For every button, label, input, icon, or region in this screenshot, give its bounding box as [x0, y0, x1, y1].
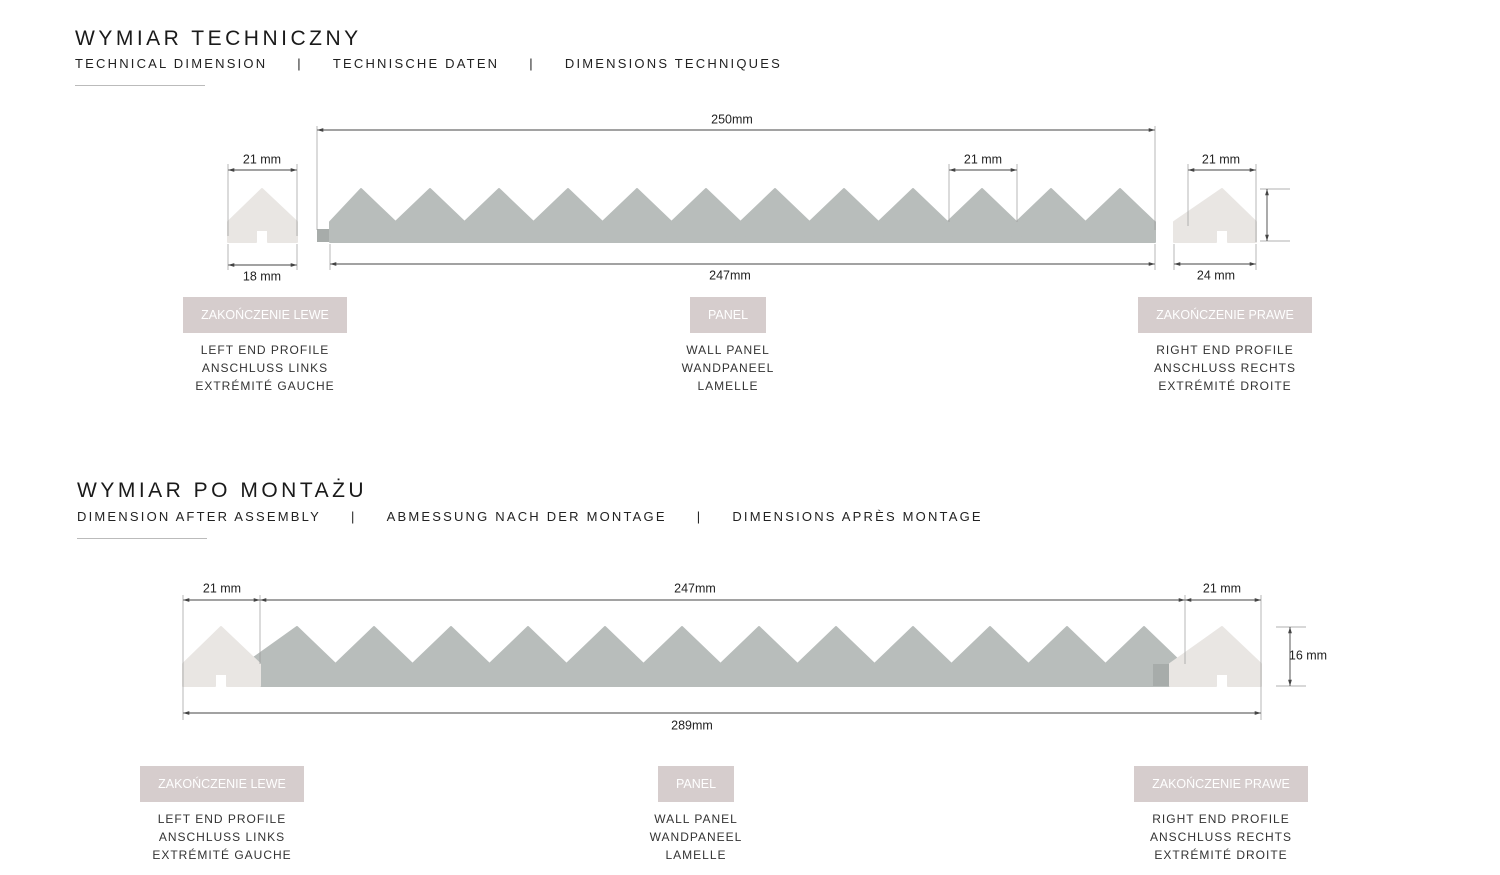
badge: ZAKOŃCZENIE LEWE: [183, 297, 347, 333]
dimension-label: 21 mm: [964, 152, 1002, 166]
description-line: LEFT END PROFILE: [200, 343, 330, 357]
underline: [77, 538, 207, 539]
subtitle: ABMESSUNG NACH DER MONTAGE: [386, 509, 667, 524]
description-line: RIGHT END PROFILE: [1156, 343, 1294, 357]
badge: ZAKOŃCZENIE PRAWE: [1134, 766, 1308, 802]
dimension-label: 21 mm: [1202, 152, 1240, 166]
dimension-label: 247mm: [709, 268, 751, 282]
item: ZAKOŃCZENIE LEWE LEFT END PROFILE ANSCHLUS…: [145, 297, 385, 395]
dimension-label: 24 mm: [1197, 268, 1235, 282]
subtitle: |: [297, 56, 303, 71]
description-line: ANSCHLUSS RECHTS: [1149, 830, 1293, 844]
subtitle: |: [351, 509, 357, 524]
tongue: [1153, 664, 1171, 686]
description-line: LAMELLE: [665, 848, 727, 862]
tongue: [317, 229, 331, 242]
subtitle: DIMENSIONS APRÈS MONTAGE: [732, 509, 983, 524]
description-line: WANDPANEEL: [681, 361, 775, 375]
end-profile-shape: [227, 188, 298, 243]
section-title: WYMIAR TECHNICZNY: [75, 27, 362, 50]
end-profile-shape: [182, 626, 261, 687]
section-title: WYMIAR PO MONTAŻU: [77, 479, 368, 502]
description-line: RIGHT END PROFILE: [1152, 812, 1290, 826]
item: PANEL WALL PANEL WANDPANEEL LAMELLE: [608, 297, 848, 395]
description-line: WALL PANEL: [654, 812, 738, 826]
subtitle-row: DIMENSION AFTER ASSEMBLY | ABMESSUNG NACH …: [77, 509, 983, 524]
description-line: LEFT END PROFILE: [157, 812, 287, 826]
underline: [75, 85, 205, 86]
profile-shape: [244, 626, 1186, 687]
badge: ZAKOŃCZENIE LEWE: [140, 766, 304, 802]
subtitle: TECHNICAL DIMENSION: [75, 56, 268, 71]
item: PANEL WALL PANEL WANDPANEEL LAMELLE: [576, 766, 816, 864]
item: ZAKOŃCZENIE LEWE LEFT END PROFILE ANSCHLUS…: [102, 766, 342, 864]
dimension-label: 21 mm: [243, 152, 281, 166]
badge: ZAKOŃCZENIE PRAWE: [1138, 297, 1312, 333]
dimension-label: 16 mm: [1289, 648, 1327, 662]
subtitle: DIMENSIONS TECHNIQUES: [564, 56, 783, 71]
dimension-label: 21 mm: [203, 581, 241, 595]
profile-shape: [329, 188, 1156, 243]
description-line: ANSCHLUSS RECHTS: [1153, 361, 1297, 375]
subtitle: DIMENSION AFTER ASSEMBLY: [77, 509, 321, 524]
item: ZAKOŃCZENIE PRAWE RIGHT END PROFILE ANSCHL…: [1101, 766, 1341, 864]
end-profile-shape: [1169, 626, 1262, 687]
description-line: WALL PANEL: [686, 343, 770, 357]
description-line: EXTRÉMITÉ DROITE: [1158, 379, 1292, 393]
dimension-label: 250mm: [711, 112, 753, 126]
badge: PANEL: [657, 766, 735, 802]
description-line: EXTRÉMITÉ GAUCHE: [195, 379, 335, 393]
badge: PANEL: [689, 297, 767, 333]
description-line: WANDPANEEL: [649, 830, 743, 844]
dimension-label: 247mm: [674, 581, 716, 595]
dimension-label: 21 mm: [1203, 581, 1241, 595]
end-profile-shape: [1173, 188, 1257, 243]
description-line: EXTRÉMITÉ DROITE: [1154, 848, 1288, 862]
subtitle-row: TECHNICAL DIMENSION | TECHNISCHE DATEN | DIM…: [75, 56, 782, 71]
description-line: ANSCHLUSS LINKS: [201, 361, 329, 375]
subtitle: |: [529, 56, 535, 71]
subtitle: TECHNISCHE DATEN: [332, 56, 500, 71]
subtitle: |: [696, 509, 703, 524]
dimension-label: 18 mm: [243, 269, 281, 283]
item: ZAKOŃCZENIE PRAWE RIGHT END PROFILE ANSCHL…: [1105, 297, 1345, 395]
description-line: ANSCHLUSS LINKS: [158, 830, 286, 844]
dimension-label: 289mm: [671, 718, 713, 732]
description-line: LAMELLE: [697, 379, 759, 393]
description-line: EXTRÉMITÉ GAUCHE: [152, 848, 292, 862]
